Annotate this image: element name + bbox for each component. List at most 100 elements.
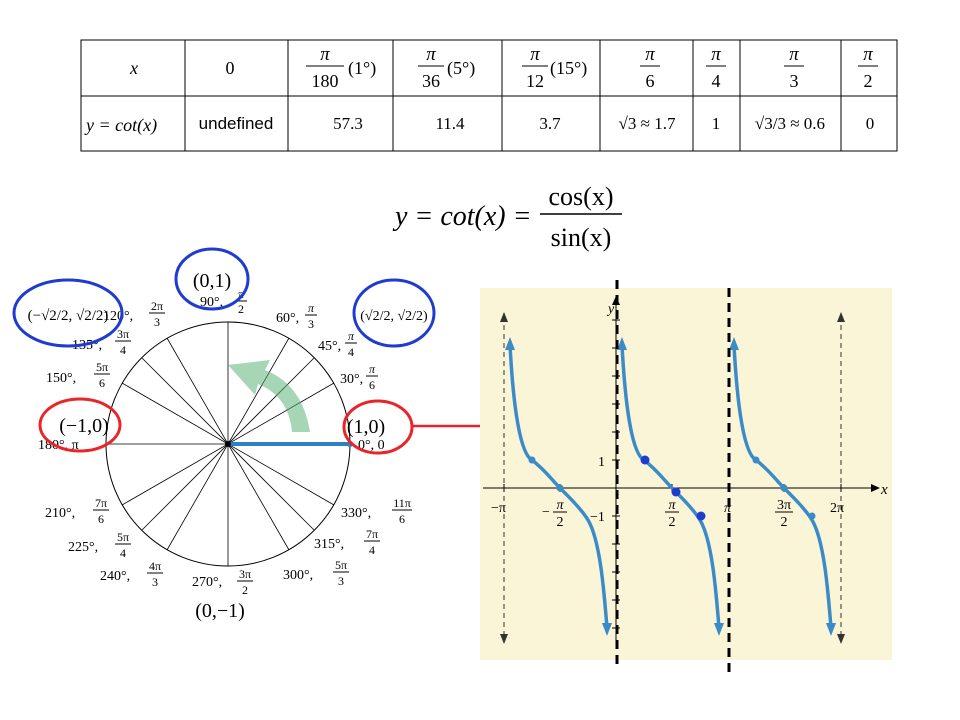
svg-text:6: 6 bbox=[98, 512, 104, 526]
label-30: 30°, bbox=[340, 372, 363, 387]
svg-text:4: 4 bbox=[348, 345, 354, 359]
x7-num: π bbox=[863, 44, 873, 65]
label-300: 300°, bbox=[283, 568, 313, 583]
label-270: 270°, bbox=[192, 575, 222, 590]
svg-text:3π: 3π bbox=[117, 327, 129, 341]
x1-extra: (1°) bbox=[348, 58, 376, 79]
x1-den: 180 bbox=[312, 71, 339, 91]
point-upper-right: (√2/2, √2/2) bbox=[360, 309, 428, 324]
svg-text:3: 3 bbox=[338, 574, 344, 588]
svg-text:6: 6 bbox=[369, 378, 375, 392]
svg-text:π: π bbox=[556, 498, 564, 513]
x3-extra: (15°) bbox=[550, 58, 587, 79]
svg-text:4: 4 bbox=[369, 543, 375, 557]
x3-num: π bbox=[530, 44, 540, 65]
svg-text:6: 6 bbox=[99, 376, 105, 390]
x-tick-pi: π bbox=[724, 501, 732, 516]
x6-den: 3 bbox=[790, 71, 799, 91]
svg-text:5π: 5π bbox=[335, 558, 347, 572]
y-value-2: 11.4 bbox=[435, 114, 465, 133]
x6-num: π bbox=[789, 44, 799, 65]
x5-den: 4 bbox=[712, 71, 721, 91]
graph-asymptotes bbox=[503, 316, 842, 640]
point-bottom: (0,−1) bbox=[195, 600, 245, 622]
label-150: 150°, bbox=[46, 371, 76, 386]
svg-text:7π: 7π bbox=[366, 527, 378, 541]
svg-text:3: 3 bbox=[308, 317, 314, 331]
y-value-7: 0 bbox=[866, 114, 875, 133]
rotation-arrow-icon bbox=[228, 360, 310, 432]
svg-text:5π: 5π bbox=[96, 360, 108, 374]
highlight-left bbox=[38, 397, 122, 453]
row-y-label: y = cot(x) bbox=[84, 115, 157, 136]
x-tick-2pi: 2π bbox=[830, 501, 844, 516]
highlight-points bbox=[640, 455, 706, 521]
svg-text:4π: 4π bbox=[149, 559, 161, 573]
label-315: 315°, bbox=[314, 537, 344, 552]
label-330: 330°, bbox=[341, 506, 371, 521]
y-value-1: 57.3 bbox=[333, 114, 363, 133]
svg-text:3π: 3π bbox=[239, 567, 251, 581]
svg-text:2: 2 bbox=[781, 515, 788, 530]
svg-text:7π: 7π bbox=[95, 496, 107, 510]
x-tick-labels: −π − π 2 π 2 π 3π 2 2π bbox=[491, 498, 844, 530]
y-value-0: undefined bbox=[199, 114, 274, 133]
svg-text:π: π bbox=[668, 498, 676, 513]
svg-text:2: 2 bbox=[669, 515, 676, 530]
label-240: 240°, bbox=[100, 569, 130, 584]
svg-text:−: − bbox=[542, 505, 550, 520]
x7-den: 2 bbox=[864, 71, 873, 91]
svg-text:π: π bbox=[348, 329, 355, 343]
highlight-upper-left bbox=[12, 278, 124, 348]
x5-num: π bbox=[711, 44, 721, 65]
point-left: (−1,0) bbox=[59, 415, 109, 437]
svg-text:4: 4 bbox=[120, 546, 126, 560]
highlight-upper-right bbox=[352, 278, 436, 348]
formula-denominator: sin(x) bbox=[551, 223, 612, 252]
label-90: 90°, bbox=[200, 295, 223, 310]
x-axis-label: x bbox=[880, 482, 888, 498]
y-value-3: 3.7 bbox=[539, 114, 561, 133]
x1-num: π bbox=[320, 44, 330, 65]
svg-text:2: 2 bbox=[242, 583, 248, 597]
svg-text:11π: 11π bbox=[393, 496, 411, 510]
point-right: (1,0) bbox=[347, 416, 385, 438]
svg-text:6: 6 bbox=[399, 512, 405, 526]
formula-lhs: y = cot(x) = bbox=[392, 201, 532, 232]
x2-den: 36 bbox=[422, 71, 440, 91]
label-225: 225°, bbox=[68, 540, 98, 555]
label-0: 0°, 0 bbox=[358, 438, 385, 453]
highlight-right bbox=[342, 399, 414, 455]
highlight-top bbox=[174, 247, 250, 311]
svg-text:π: π bbox=[308, 301, 315, 315]
point-upper-left: (−√2/2, √2/2) bbox=[28, 308, 109, 324]
unit-circle: 0°, 0 30°, π 6 45°, π 4 60°, π 3 90°, π … bbox=[12, 247, 608, 622]
svg-text:2: 2 bbox=[557, 515, 564, 530]
label-120: 120°, bbox=[103, 309, 133, 324]
cot-formula: y = cot(x) = cos(x) sin(x) bbox=[392, 182, 622, 252]
point-top: (0,1) bbox=[193, 270, 231, 292]
y-axis-label: y bbox=[606, 302, 615, 317]
values-table: x 0 π 180 (1°) π 36 (5°) π 12 (15°) π 6 … bbox=[80, 39, 898, 152]
x2-num: π bbox=[426, 44, 436, 65]
x4-den: 6 bbox=[646, 71, 655, 91]
row-x-label: x bbox=[129, 58, 138, 78]
x-value-0: 0 bbox=[226, 58, 235, 78]
y-value-6: √3/3 ≈ 0.6 bbox=[755, 114, 825, 133]
label-45: 45°, bbox=[318, 339, 341, 354]
svg-text:4: 4 bbox=[120, 343, 126, 357]
y-tick-neg1: −1 bbox=[590, 510, 605, 525]
cot-graph: x y 1 −1 −π bbox=[480, 280, 892, 672]
x2-extra: (5°) bbox=[447, 58, 475, 79]
svg-text:2: 2 bbox=[238, 302, 244, 316]
svg-text:3π: 3π bbox=[777, 498, 791, 513]
x-tick-neg-pi: −π bbox=[491, 501, 506, 516]
y-value-5: 1 bbox=[712, 114, 721, 133]
x4-num: π bbox=[645, 44, 655, 65]
svg-text:3: 3 bbox=[154, 315, 160, 329]
svg-text:5π: 5π bbox=[117, 530, 129, 544]
y-tick-1: 1 bbox=[598, 455, 605, 470]
svg-text:3: 3 bbox=[152, 575, 158, 589]
svg-text:2π: 2π bbox=[151, 299, 163, 313]
